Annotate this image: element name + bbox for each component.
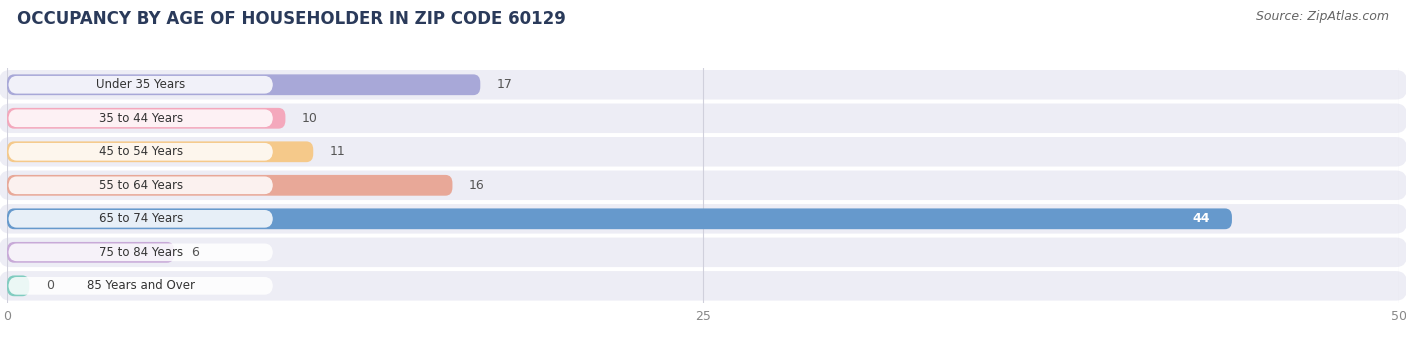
FancyBboxPatch shape [8,109,273,127]
Text: OCCUPANCY BY AGE OF HOUSEHOLDER IN ZIP CODE 60129: OCCUPANCY BY AGE OF HOUSEHOLDER IN ZIP C… [17,10,565,28]
FancyBboxPatch shape [0,103,1406,133]
Text: 65 to 74 Years: 65 to 74 Years [98,212,183,225]
FancyBboxPatch shape [0,70,1406,100]
FancyBboxPatch shape [7,242,174,263]
FancyBboxPatch shape [7,175,453,196]
FancyBboxPatch shape [8,76,273,94]
FancyBboxPatch shape [7,141,314,162]
Text: 75 to 84 Years: 75 to 84 Years [98,246,183,259]
Text: Source: ZipAtlas.com: Source: ZipAtlas.com [1256,10,1389,23]
Text: 10: 10 [302,112,318,125]
FancyBboxPatch shape [0,137,1406,167]
FancyBboxPatch shape [7,74,481,95]
Text: 45 to 54 Years: 45 to 54 Years [98,145,183,158]
Text: 0: 0 [46,279,53,292]
Text: 44: 44 [1192,212,1209,225]
FancyBboxPatch shape [0,271,1406,301]
FancyBboxPatch shape [0,204,1406,234]
Text: 16: 16 [470,179,485,192]
FancyBboxPatch shape [7,275,30,296]
Text: 11: 11 [330,145,346,158]
FancyBboxPatch shape [8,210,273,228]
Text: Under 35 Years: Under 35 Years [96,78,186,91]
Text: 17: 17 [496,78,513,91]
FancyBboxPatch shape [7,108,285,129]
FancyBboxPatch shape [7,208,1232,229]
Text: 35 to 44 Years: 35 to 44 Years [98,112,183,125]
FancyBboxPatch shape [0,238,1406,267]
FancyBboxPatch shape [8,176,273,194]
FancyBboxPatch shape [8,143,273,160]
FancyBboxPatch shape [8,277,273,295]
FancyBboxPatch shape [8,243,273,261]
Text: 55 to 64 Years: 55 to 64 Years [98,179,183,192]
Text: 6: 6 [191,246,198,259]
FancyBboxPatch shape [0,171,1406,200]
Text: 85 Years and Over: 85 Years and Over [87,279,194,292]
